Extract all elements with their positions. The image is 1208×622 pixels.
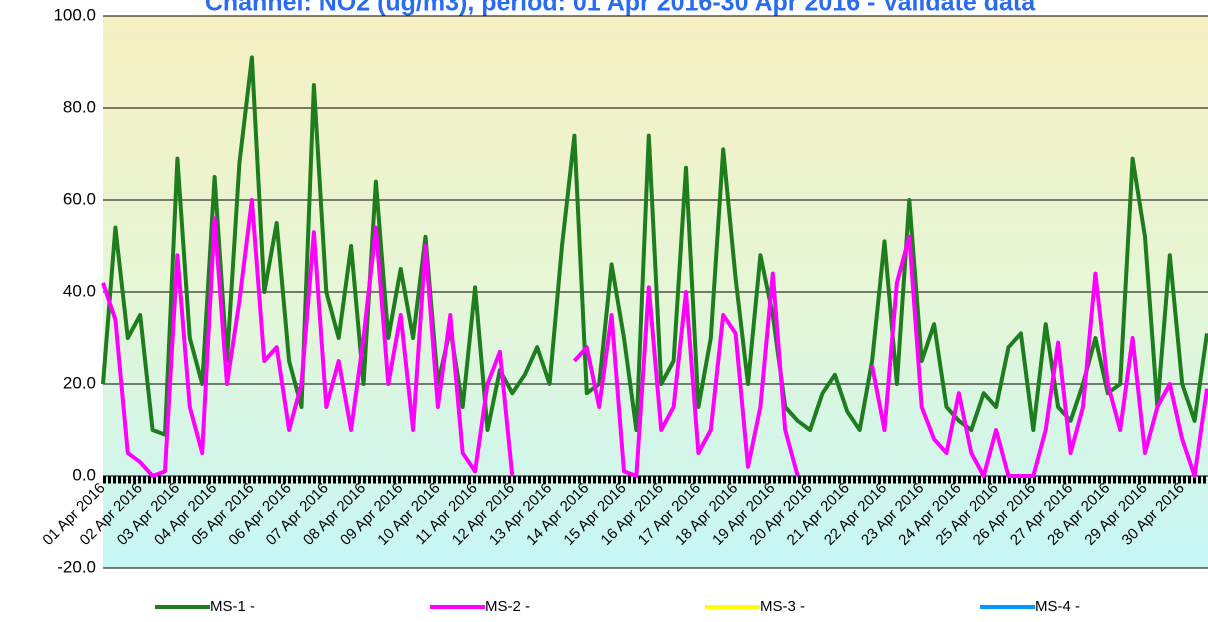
y-tick-label: -20.0	[57, 557, 96, 576]
y-tick-label: 60.0	[63, 189, 96, 208]
series-line	[101, 55, 1208, 437]
y-tick-label: 20.0	[63, 373, 96, 392]
y-tick-label: 40.0	[63, 281, 96, 300]
y-tick-label: 80.0	[63, 97, 96, 116]
legend-label: MS-2 -	[485, 598, 530, 615]
legend-label: MS-4 -	[1035, 598, 1080, 615]
legend-label: MS-3 -	[760, 598, 805, 615]
y-tick-label: 0.0	[72, 465, 96, 484]
series-line	[101, 198, 1208, 478]
chart-title: Channel: NO2 (ug/m3), period: 01 Apr 201…	[205, 0, 1036, 17]
grid: -20.0 0.0 20.0 40.0 60.0 80.0 100.0	[53, 5, 1208, 576]
legend-label: MS-1 -	[210, 598, 255, 615]
lines	[101, 55, 1208, 478]
y-tick-label: 100.0	[53, 5, 96, 24]
legend: MS-1 - MS-2 - MS-3 - MS-4 -	[155, 598, 1080, 615]
